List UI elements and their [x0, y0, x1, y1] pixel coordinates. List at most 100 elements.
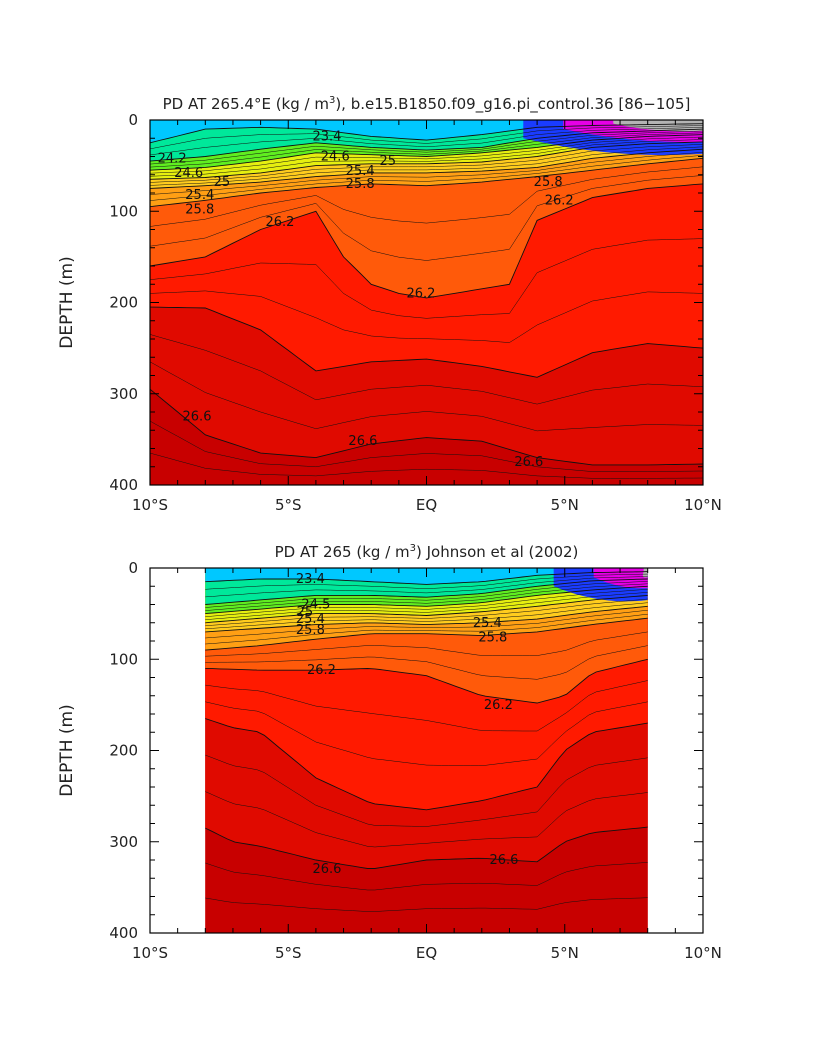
x-tick-label: 10°S — [132, 496, 168, 514]
contour-label: 24.5 — [301, 598, 330, 613]
contour-label: 25 — [214, 175, 231, 190]
isopycnal-minor — [205, 791, 648, 848]
isopycnal-minor — [149, 144, 704, 183]
y-tick-label: 200 — [109, 742, 138, 760]
panel-bottom: PD AT 265 (kg / m3) Johnson et al (2002)… — [57, 543, 722, 962]
isopycnal-minor — [149, 151, 704, 195]
isopycnal-minor — [149, 420, 704, 472]
isopycnal-23-4 — [149, 123, 704, 144]
contour-label: 25.4 — [346, 164, 375, 179]
contour-label: 25.4 — [473, 616, 502, 631]
y-axis-label: DEPTH (m) — [57, 704, 77, 796]
contour-label: 25.8 — [478, 630, 507, 645]
isopycnal-minor — [149, 130, 704, 165]
isopycnal-minor — [149, 166, 704, 227]
x-tick-label: 10°N — [684, 496, 722, 514]
isopycnal-minor — [149, 132, 704, 168]
y-tick-label: 300 — [109, 833, 138, 851]
isopycnal-minor — [149, 452, 704, 479]
isopycnal-minor — [205, 583, 648, 611]
isopycnal-24-6 — [205, 585, 648, 615]
contour-label: 25 — [380, 154, 397, 169]
title-suffix: ) Johnson et al (2002) — [416, 543, 578, 561]
isopycnal-25-8 — [149, 157, 704, 208]
panel-title-top: PD AT 265.4°E (kg / m3), b.e15.B1850.f09… — [163, 95, 691, 114]
isopycnal-minor — [205, 701, 648, 766]
title-suffix: ), b.e15.B1850.f09_g16.pi_control.36 [86… — [335, 95, 690, 114]
panel-title-bottom: PD AT 265 (kg / m3) Johnson et al (2002) — [275, 543, 579, 561]
surface-band-gray — [642, 568, 648, 578]
contour-label: 25.4 — [185, 188, 214, 203]
isopycnal-minor — [205, 610, 648, 639]
contour-label: 26.2 — [406, 286, 435, 301]
contour-label: 25.8 — [185, 202, 214, 217]
isopycnal-minor — [205, 602, 648, 630]
x-tick-label: EQ — [416, 496, 437, 514]
contour-label: 26.6 — [312, 862, 341, 877]
y-tick-label: 0 — [128, 111, 138, 129]
contour-label: 26.6 — [348, 434, 377, 449]
x-tick-label: 5°S — [275, 496, 302, 514]
contour-label: 24.6 — [321, 150, 350, 165]
contour-label: 26.2 — [307, 663, 336, 678]
isopycnal-minor — [205, 589, 648, 617]
isopycnal-23-4 — [205, 571, 648, 585]
contour-label: 26.2 — [265, 215, 294, 230]
y-tick-label: 0 — [128, 559, 138, 577]
x-tick-label: EQ — [416, 944, 437, 962]
isopycnal-26-4 — [205, 718, 648, 811]
y-tick-label: 300 — [109, 385, 138, 403]
x-tick-label: 10°S — [132, 944, 168, 962]
isopycnal-25 — [205, 594, 648, 624]
contour-label: 25 — [297, 605, 314, 620]
x-tick-label: 5°S — [275, 944, 302, 962]
isopycnal-24-6 — [149, 134, 704, 171]
title-superscript: 3 — [329, 95, 335, 106]
isopycnal-minor — [149, 175, 704, 261]
isopycnal-26-4 — [149, 306, 704, 378]
contour-label: 25.8 — [346, 177, 375, 192]
contour-label: 26.2 — [484, 698, 513, 713]
isopycnal-25 — [149, 141, 704, 180]
isopycnal-minor — [205, 592, 648, 620]
isopycnal-minor — [205, 576, 648, 598]
panel-top: PD AT 265.4°E (kg / m3), b.e15.B1850.f09… — [57, 95, 722, 514]
contour-label: 23.4 — [312, 129, 341, 144]
isopycnal-minor — [205, 754, 648, 827]
isopycnal-24-2 — [149, 128, 704, 162]
isopycnal-minor — [205, 613, 648, 645]
isopycnal-minor — [149, 146, 704, 186]
x-tick-label: 5°N — [551, 496, 579, 514]
isopycnal-minor — [205, 573, 648, 590]
title-prefix: PD AT 265 (kg / m — [275, 543, 410, 561]
contour-label: 25.8 — [534, 175, 563, 190]
contour-label: 25.8 — [296, 623, 325, 638]
isopycnal-25-4 — [149, 148, 704, 189]
contour-label: 26.2 — [545, 193, 574, 208]
y-tick-label: 400 — [109, 476, 138, 494]
contour-label: 26.6 — [489, 853, 518, 868]
isopycnal-minor — [205, 645, 648, 680]
isopycnal-minor — [149, 155, 704, 201]
surface-band-gray — [613, 120, 703, 132]
isopycnal-26-6 — [205, 826, 648, 869]
isopycnal-minor — [149, 238, 704, 319]
contour-label: 23.4 — [296, 572, 325, 587]
isopycnal-minor — [149, 290, 704, 343]
isopycnal-25-8 — [205, 617, 648, 651]
isopycnal-minor — [205, 862, 648, 891]
y-tick-label: 400 — [109, 924, 138, 942]
y-tick-label: 100 — [109, 650, 138, 668]
title-prefix: PD AT 265.4°E (kg / m — [163, 95, 329, 113]
title-superscript: 3 — [410, 543, 416, 554]
x-tick-label: 5°N — [551, 944, 579, 962]
contour-label: 24.2 — [158, 151, 187, 166]
isopycnal-minor — [149, 361, 704, 432]
isopycnal-26-2 — [149, 183, 704, 299]
isopycnal-minor — [205, 897, 648, 912]
contour-label: 24.6 — [174, 166, 203, 181]
isopycnal-minor — [205, 581, 648, 608]
isopycnal-minor — [149, 139, 704, 177]
isopycnal-minor — [205, 631, 648, 657]
